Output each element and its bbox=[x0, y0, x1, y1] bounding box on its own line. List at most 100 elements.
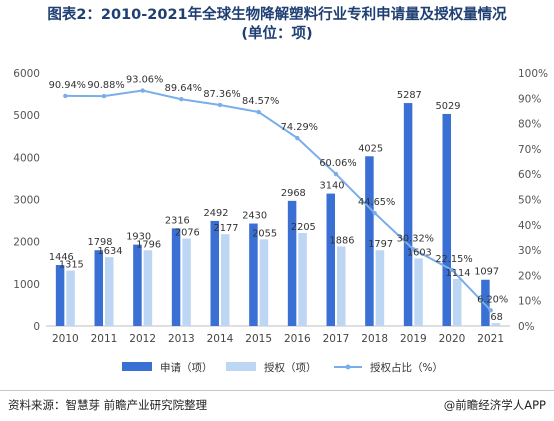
data-label-grant: 2177 bbox=[214, 223, 239, 234]
bar-grant bbox=[66, 270, 75, 326]
x-tick-label: 2021 bbox=[477, 333, 504, 345]
y-right-tick-label: 30% bbox=[518, 245, 541, 257]
data-label-ratio: 6.20% bbox=[477, 294, 508, 305]
bar-apply bbox=[210, 220, 219, 326]
y-left-tick-label: 4000 bbox=[13, 152, 40, 164]
y-right-tick-label: 60% bbox=[518, 169, 541, 181]
data-label-ratio: 87.36% bbox=[203, 89, 240, 100]
x-tick-label: 2016 bbox=[284, 333, 311, 345]
data-label-apply: 1446 bbox=[49, 252, 74, 263]
data-label-grant: 1315 bbox=[59, 260, 84, 271]
data-label-apply: 4025 bbox=[358, 143, 383, 154]
y-right-tick-label: 80% bbox=[518, 119, 541, 131]
ratio-point bbox=[101, 93, 107, 99]
y-right-tick-label: 20% bbox=[518, 270, 541, 282]
chart-canvas: 0 1000 2000 3000 4000 5000 6000 0% 10% 20% 30% 40% 5… bbox=[13, 68, 548, 374]
bar-grant bbox=[182, 238, 191, 326]
bar-apply bbox=[403, 103, 413, 326]
bar-grant bbox=[414, 258, 423, 326]
chart-title: 图表2：2010-2021年全球生物降解塑料行业专利申请量及授权量情况 (单位：… bbox=[0, 6, 554, 44]
data-label-grant: 1796 bbox=[136, 239, 161, 250]
data-label-grant: 1603 bbox=[407, 247, 432, 258]
y-right-tick-label: 40% bbox=[518, 220, 541, 232]
x-tick-label: 2019 bbox=[400, 333, 427, 345]
x-tick-label: 2013 bbox=[168, 333, 195, 345]
y-right-tick-label: 10% bbox=[518, 296, 541, 308]
data-label-ratio: 44.65% bbox=[358, 197, 395, 208]
legend-label-grant: 授权（项） bbox=[264, 361, 317, 374]
data-label-ratio: 90.88% bbox=[87, 80, 124, 91]
data-label-ratio: 89.64% bbox=[165, 83, 202, 94]
y-right-tick-label: 90% bbox=[518, 93, 541, 105]
bar-grant bbox=[298, 233, 307, 326]
legend-label-ratio: 授权占比（%） bbox=[370, 361, 443, 374]
data-label-grant: 2205 bbox=[291, 222, 316, 233]
ratio-point bbox=[295, 135, 300, 141]
brand-text: @前瞻经济学人APP bbox=[443, 398, 546, 412]
x-tick-label: 2020 bbox=[439, 333, 466, 345]
x-tick-label: 2017 bbox=[323, 333, 350, 345]
legend-label-apply: 申请（项） bbox=[160, 361, 213, 374]
data-label-grant: 2076 bbox=[175, 227, 200, 238]
bar-apply bbox=[55, 265, 65, 326]
data-label-grant: 1886 bbox=[330, 235, 355, 246]
bar-apply bbox=[171, 228, 181, 326]
bar-grant bbox=[453, 279, 462, 326]
ratio-point bbox=[140, 88, 145, 93]
ratio-line bbox=[65, 89, 492, 312]
data-label-grant: 68 bbox=[490, 312, 502, 323]
data-label-grant: 1797 bbox=[368, 239, 393, 250]
bar-grant bbox=[491, 323, 501, 326]
data-label-apply: 2316 bbox=[165, 215, 190, 226]
bar-grant bbox=[221, 234, 230, 326]
legend-swatch-apply bbox=[122, 362, 152, 371]
brand-credit: @前瞻经济学人APP bbox=[444, 397, 546, 413]
data-label-apply: 3140 bbox=[320, 181, 345, 192]
y-left-tick-label: 6000 bbox=[13, 68, 40, 80]
bar-apply bbox=[287, 200, 297, 326]
x-tick-label: 2012 bbox=[129, 333, 156, 345]
bar-apply bbox=[326, 193, 335, 326]
x-tick-label: 2015 bbox=[245, 333, 272, 345]
footer: 资料来源：智慧芽 前瞻产业研究院整理 @前瞻经济学人APP bbox=[0, 390, 554, 415]
data-label-grant: 1634 bbox=[98, 246, 123, 257]
y-left-tick-label: 5000 bbox=[13, 110, 40, 122]
bar-apply bbox=[442, 113, 451, 326]
bar-apply bbox=[133, 244, 142, 326]
ratio-point bbox=[449, 267, 455, 273]
bar-grant bbox=[105, 257, 114, 326]
y-left-tick-label: 1000 bbox=[13, 279, 40, 291]
bar-grant bbox=[143, 250, 153, 326]
ratio-point bbox=[411, 247, 416, 252]
ratio-point bbox=[488, 308, 493, 313]
data-label-apply: 2492 bbox=[204, 208, 229, 219]
data-label-grant: 1114 bbox=[446, 268, 471, 279]
y-right-tick-label: 100% bbox=[518, 68, 548, 80]
data-label-apply: 5029 bbox=[436, 101, 461, 112]
bar-grant bbox=[375, 250, 385, 326]
data-label-ratio: 90.94% bbox=[49, 80, 86, 91]
ratio-point bbox=[256, 109, 261, 115]
bar-apply bbox=[481, 279, 490, 326]
bar-apply bbox=[365, 156, 374, 326]
bar-grant bbox=[337, 246, 346, 326]
y-left-tick-label: 2000 bbox=[13, 237, 40, 249]
chart-title-line2: (单位：项) bbox=[241, 26, 313, 42]
bar-apply bbox=[249, 223, 258, 326]
data-label-ratio: 74.29% bbox=[281, 122, 318, 133]
data-label-ratio: 84.57% bbox=[242, 96, 279, 107]
chart-title-line1: 图表2：2010-2021年全球生物降解塑料行业专利申请量及授权量情况 bbox=[47, 7, 507, 23]
ratio-point bbox=[333, 171, 339, 177]
y-left-tick-label: 0 bbox=[33, 321, 40, 333]
y-left-tick-label: 3000 bbox=[13, 195, 40, 207]
y-right-tick-label: 50% bbox=[518, 195, 541, 207]
data-label-apply: 1930 bbox=[126, 232, 151, 243]
data-label-ratio: 30.32% bbox=[397, 233, 434, 244]
data-label-apply: 1097 bbox=[474, 267, 499, 278]
data-label-apply: 2968 bbox=[281, 188, 306, 199]
source-note: 资料来源：智慧芽 前瞻产业研究院整理 bbox=[8, 398, 208, 412]
y-right-tick-label: 0% bbox=[518, 321, 535, 333]
data-label-apply: 1798 bbox=[88, 237, 113, 248]
data-label-grant: 2055 bbox=[252, 228, 277, 239]
data-label-ratio: 22.15% bbox=[435, 254, 472, 265]
